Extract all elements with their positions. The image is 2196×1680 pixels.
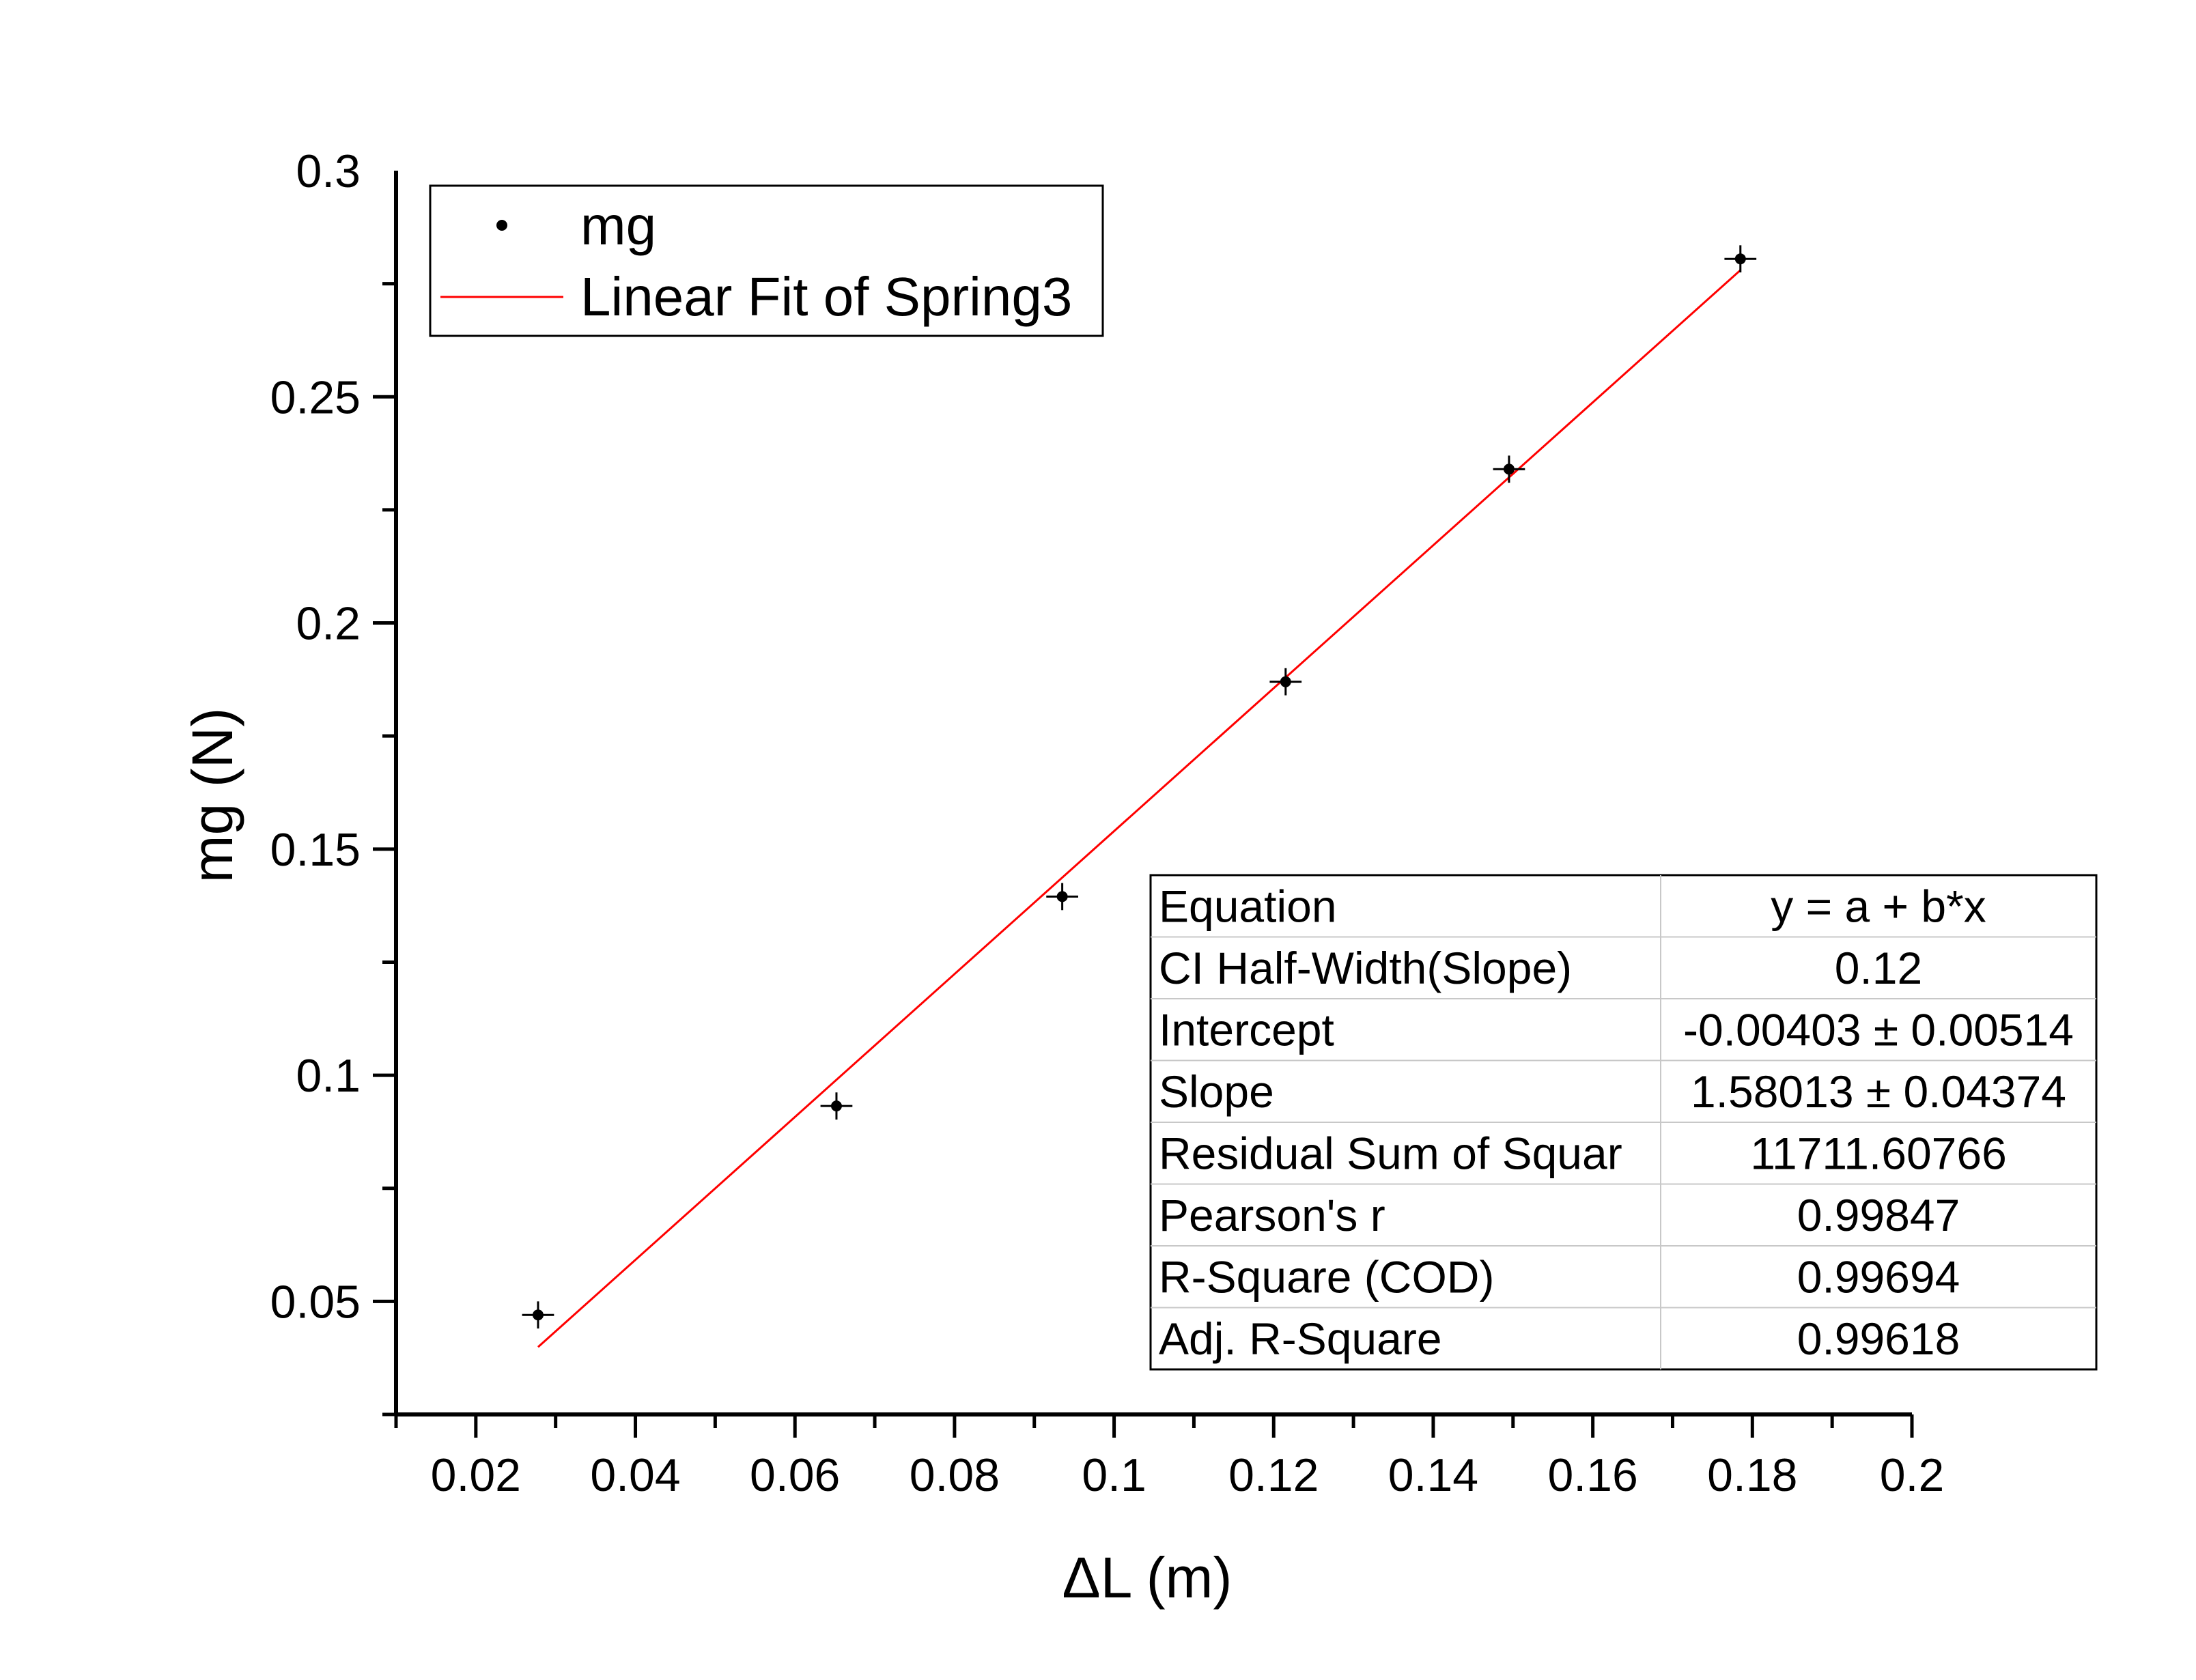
table-row-value: 11711.60766 <box>1750 1128 2007 1178</box>
legend-box <box>429 184 1104 337</box>
axes: 0.02 0.04 0.06 0.08 0.1 0.12 0.14 0.16 0.18 0.2 0.… <box>180 145 1944 1610</box>
table-row-value: 0.99618 <box>1797 1313 1960 1364</box>
legend-label-mg: mg <box>580 195 656 256</box>
data-point <box>1503 464 1515 475</box>
x-tick-label: 0.14 <box>1388 1449 1478 1501</box>
series <box>522 245 1757 1348</box>
data-point <box>1280 676 1291 687</box>
y-tick-label: 0.05 <box>270 1276 361 1328</box>
table-row-value: 1.58013 ± 0.04374 <box>1691 1066 2066 1117</box>
x-tick-label: 0.18 <box>1707 1449 1797 1501</box>
table-row-label: R-Square (COD) <box>1159 1251 1494 1302</box>
legend-label-fit: Linear Fit of Spring3 <box>580 266 1072 327</box>
x-tick-label: 0.12 <box>1228 1449 1319 1501</box>
x-tick-label: 0.16 <box>1547 1449 1637 1501</box>
table-row-value: 0.12 <box>1835 943 1922 993</box>
data-point <box>532 1309 544 1321</box>
y-tick-label: 0.3 <box>296 145 361 197</box>
fit-line <box>537 269 1741 1348</box>
table-row-value: -0.00403 ± 0.00514 <box>1683 1004 2074 1055</box>
table-row-label: Equation <box>1159 881 1337 931</box>
table-row-value: y = a + b*x <box>1771 881 1986 931</box>
x-tick-label: 0.06 <box>750 1449 840 1501</box>
table-row-label: Slope <box>1159 1066 1274 1117</box>
x-tick-label: 0.1 <box>1082 1449 1146 1501</box>
table-row-label: Intercept <box>1159 1004 1334 1055</box>
x-tick-label: 0.02 <box>431 1449 521 1501</box>
y-tick-label: 0.1 <box>296 1050 361 1102</box>
y-tick-label: 0.15 <box>270 824 361 876</box>
legend: mg Linear Fit of Spring3 <box>429 184 1104 337</box>
table-row-label: Pearson's r <box>1159 1190 1385 1240</box>
table-row-label: Adj. R-Square <box>1159 1313 1442 1364</box>
y-tick-label: 0.25 <box>270 371 361 423</box>
table-row-value: 0.99694 <box>1797 1251 1960 1302</box>
data-point <box>1056 891 1068 902</box>
data-point <box>830 1100 842 1112</box>
y-axis-title: mg (N) <box>180 708 244 883</box>
table-row-label: CI Half-Width(Slope) <box>1159 943 1572 993</box>
x-tick-label: 0.08 <box>910 1449 1000 1501</box>
data-point <box>1734 253 1746 265</box>
table-row-label: Residual Sum of Squar <box>1159 1128 1622 1178</box>
table-row-value: 0.99847 <box>1797 1190 1960 1240</box>
y-tick-label: 0.2 <box>296 598 361 650</box>
fit-table: Equation y = a + b*x CI Half-Width(Slope) 0… <box>1149 874 2098 1371</box>
x-tick-label: 0.04 <box>590 1449 680 1501</box>
legend-symbol-mg <box>496 220 507 231</box>
x-tick-label: 0.2 <box>1880 1449 1945 1501</box>
x-axis-title: ΔL (m) <box>1062 1546 1233 1610</box>
